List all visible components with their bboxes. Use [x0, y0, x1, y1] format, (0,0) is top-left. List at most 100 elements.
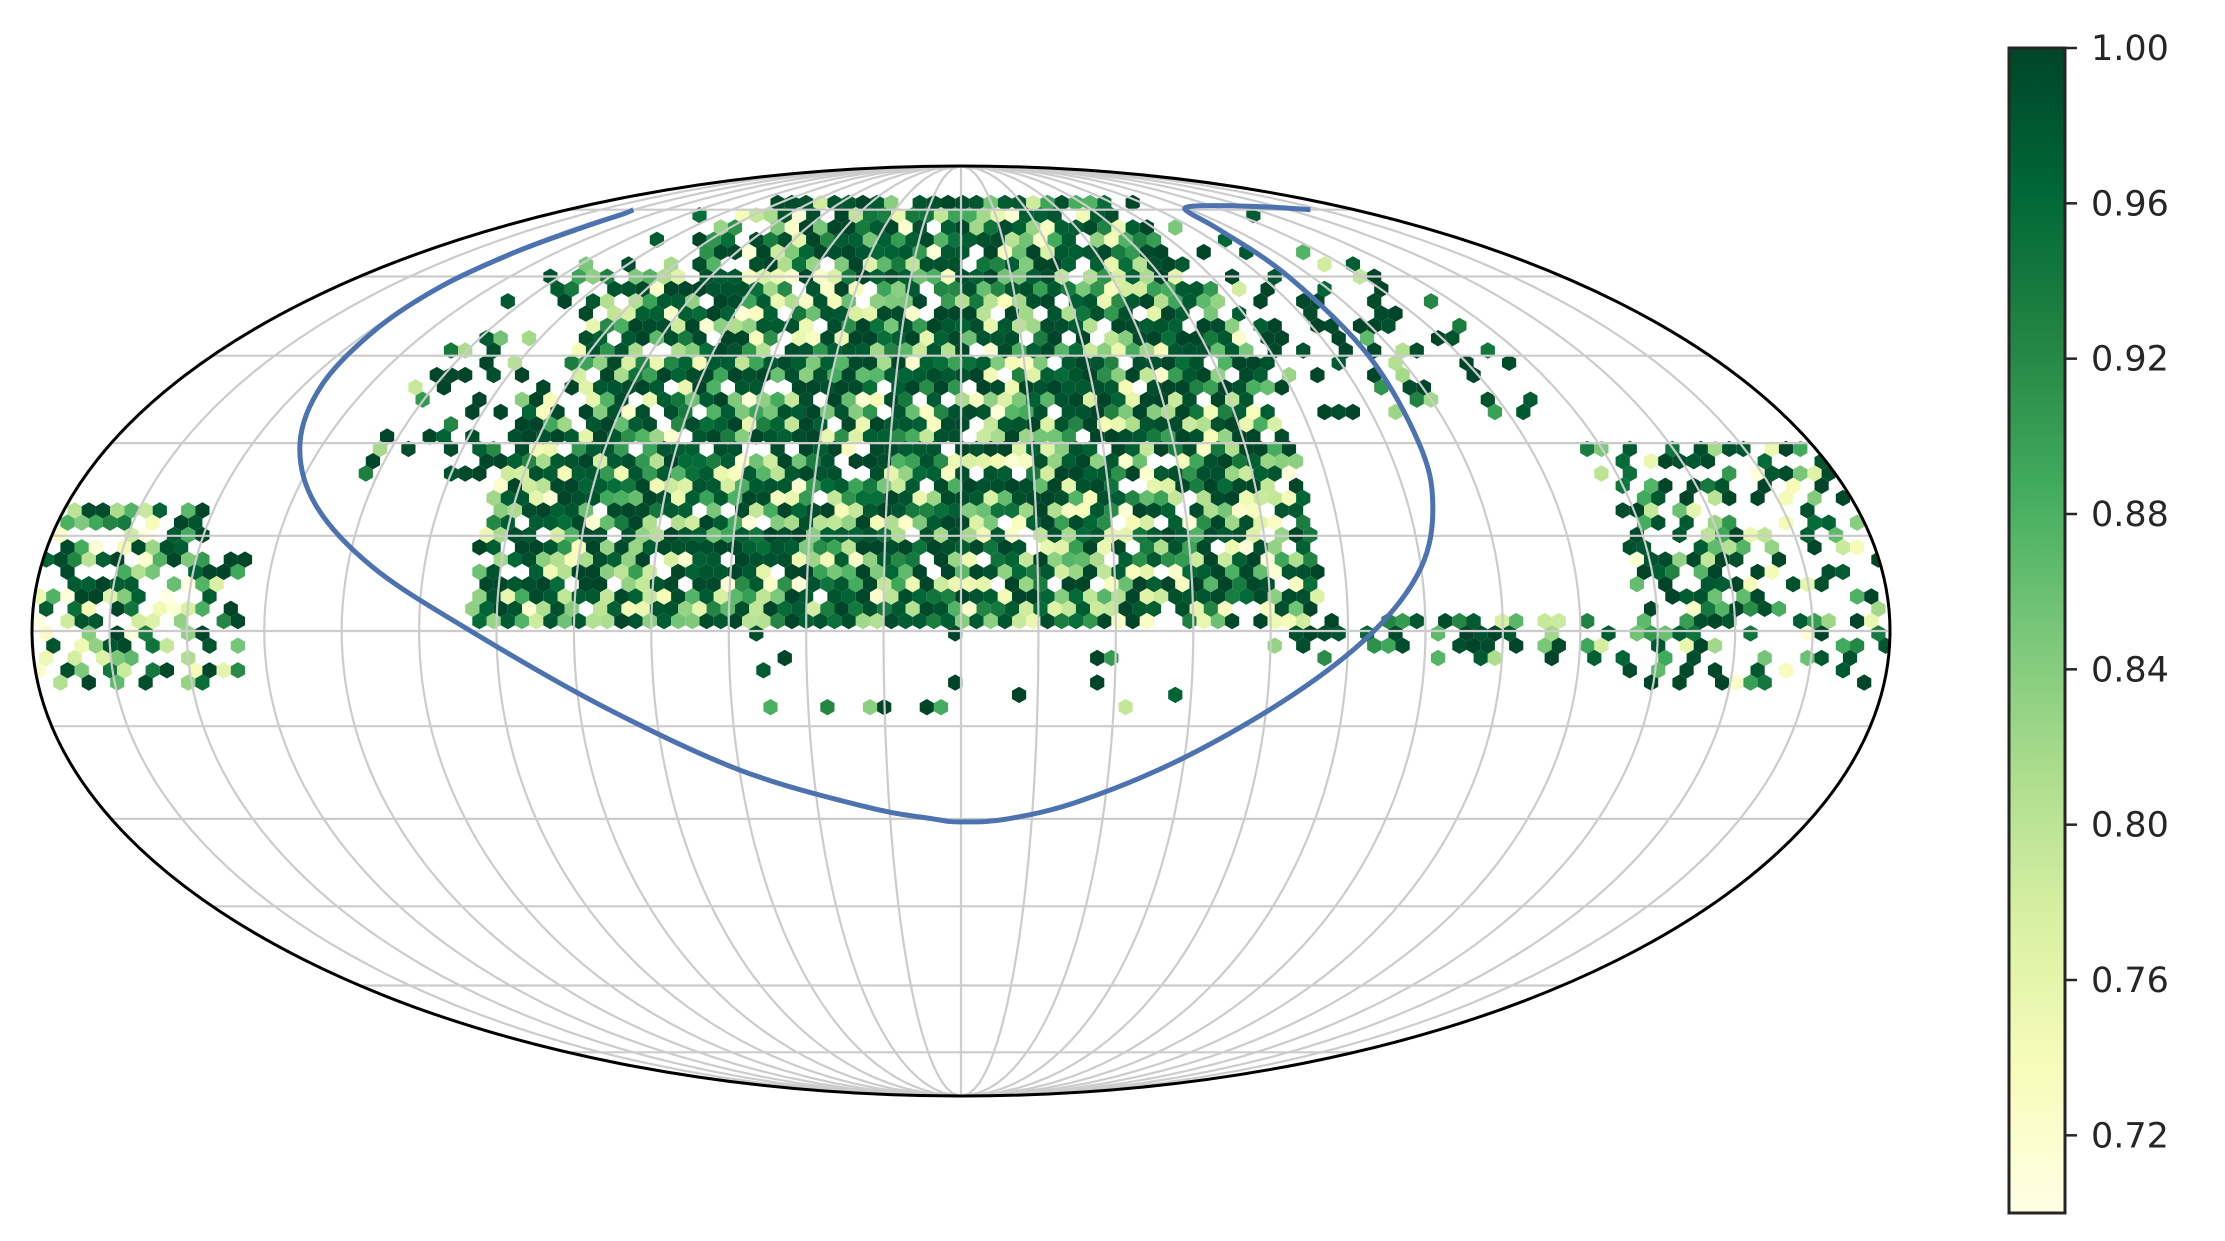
hexbin-cell	[1395, 637, 1410, 654]
hexbin-cell	[1239, 588, 1254, 605]
hexbin-cell	[1090, 649, 1105, 667]
hexbin-cell	[891, 551, 906, 568]
hexbin-cell	[1139, 317, 1154, 335]
hexbin-cell	[1260, 379, 1275, 396]
hexbin-cell	[578, 379, 593, 396]
hexbin-cell	[81, 576, 96, 593]
hexbin-cell	[720, 280, 735, 298]
hexbin-cell	[223, 551, 238, 568]
hexbin-cell	[564, 551, 579, 568]
hexbin-cell	[870, 612, 885, 630]
hexbin-cell	[699, 563, 714, 581]
hexbin-cell	[713, 588, 728, 605]
hexbin-cell	[671, 391, 686, 408]
hexbin-cell	[81, 551, 96, 568]
hexbin-cell	[514, 366, 530, 384]
hexbin-cell	[656, 612, 672, 630]
hexbin-cell	[635, 453, 650, 470]
hexbin-cell	[1026, 366, 1041, 384]
hexbin-cell	[181, 551, 196, 568]
colorbar-tick-label: 0.88	[2091, 495, 2169, 535]
hexbin-cell	[188, 662, 203, 679]
hexbin-cell	[699, 465, 714, 482]
hexbin-cell	[1665, 563, 1680, 581]
hexbin-cell	[138, 551, 153, 568]
hexbin-cell	[770, 293, 785, 310]
hexbin-cell	[1722, 465, 1737, 482]
hexbin-cell	[621, 379, 636, 396]
hexbin-cell	[1203, 330, 1218, 347]
hexbin-cell	[564, 477, 579, 494]
hexbin-cell	[1075, 600, 1091, 617]
colorbar-gradient	[2007, 46, 2067, 1215]
hexbin-cell	[195, 600, 210, 617]
hexbin-cell	[1253, 293, 1268, 310]
hexbin-cell	[763, 330, 778, 347]
hexbin-cell	[1210, 514, 1225, 531]
hexbin-cell	[1743, 625, 1758, 642]
hexbin-cell	[1075, 403, 1091, 421]
hexbin-cell	[1097, 293, 1112, 310]
hexbin-cell	[1274, 428, 1289, 445]
hexbin-cell	[742, 563, 757, 581]
hexbin-cell	[1452, 317, 1467, 335]
hexbin-cell	[493, 403, 508, 421]
hexbin-cell	[820, 576, 835, 593]
hexbin-cell	[110, 625, 125, 642]
hexbin-cell	[791, 354, 807, 371]
hexbin-cell	[770, 489, 785, 507]
hexbin-cell	[749, 477, 764, 494]
hexbin-cell	[941, 612, 956, 630]
hexbin-cell	[46, 588, 61, 605]
hexbin-cell	[870, 588, 885, 605]
hexbin-cell	[585, 588, 601, 605]
hexbin-cell	[905, 379, 920, 396]
hexbin-cell	[763, 403, 778, 421]
hexbin-cell	[1097, 219, 1112, 236]
hexbin-cell	[742, 366, 757, 384]
hexbin-cell	[919, 699, 934, 716]
hexbin-cell	[60, 612, 75, 630]
hexbin-cell	[1118, 428, 1133, 445]
hexbin-cell	[948, 600, 963, 617]
hexbin-cell	[891, 305, 906, 322]
hexbin-cell	[763, 576, 778, 593]
hexbin-cell	[117, 514, 132, 531]
hexbin-cell	[898, 243, 913, 261]
hexbin-cell	[1104, 207, 1119, 224]
hexbin-cell	[720, 600, 735, 617]
hexbin-cell	[948, 428, 963, 445]
hexbin-cell	[1061, 428, 1076, 445]
hexbin-cell	[770, 539, 785, 556]
hexbin-cell	[955, 317, 970, 335]
hexbin-cell	[685, 588, 700, 605]
hexbin-cell	[962, 477, 977, 494]
hexbin-cell	[60, 588, 75, 605]
hexbin-cell	[1480, 391, 1495, 408]
hexbin-cell	[671, 514, 686, 531]
hexbin-cell	[1487, 649, 1502, 667]
hexbin-cell	[1658, 576, 1673, 593]
hexbin-cell	[1686, 453, 1701, 470]
hexbin-cell	[664, 354, 679, 371]
hexbin-cell	[1019, 256, 1034, 273]
hexbin-cell	[216, 662, 231, 679]
hexbin-cell	[585, 293, 601, 310]
hexbin-cell	[1871, 600, 1886, 617]
hexbin-cell	[1274, 453, 1289, 470]
hexbin-layer	[32, 194, 1890, 716]
hexbin-cell	[678, 477, 693, 494]
hexbin-cell	[1771, 551, 1786, 568]
hexbin-cell	[1807, 539, 1822, 556]
grid-meridian	[960, 166, 1040, 1096]
hexbin-cell	[1629, 551, 1644, 568]
hexbin-cell	[166, 600, 182, 617]
hexbin-cell	[976, 453, 991, 470]
hexbin-cell	[117, 662, 132, 679]
hexbin-cell	[791, 379, 807, 396]
hexbin-cell	[784, 563, 799, 581]
hexbin-cell	[1317, 649, 1332, 667]
hexbin-cell	[969, 539, 984, 556]
hexbin-cell	[578, 256, 593, 273]
hexbin-cell	[969, 317, 984, 335]
